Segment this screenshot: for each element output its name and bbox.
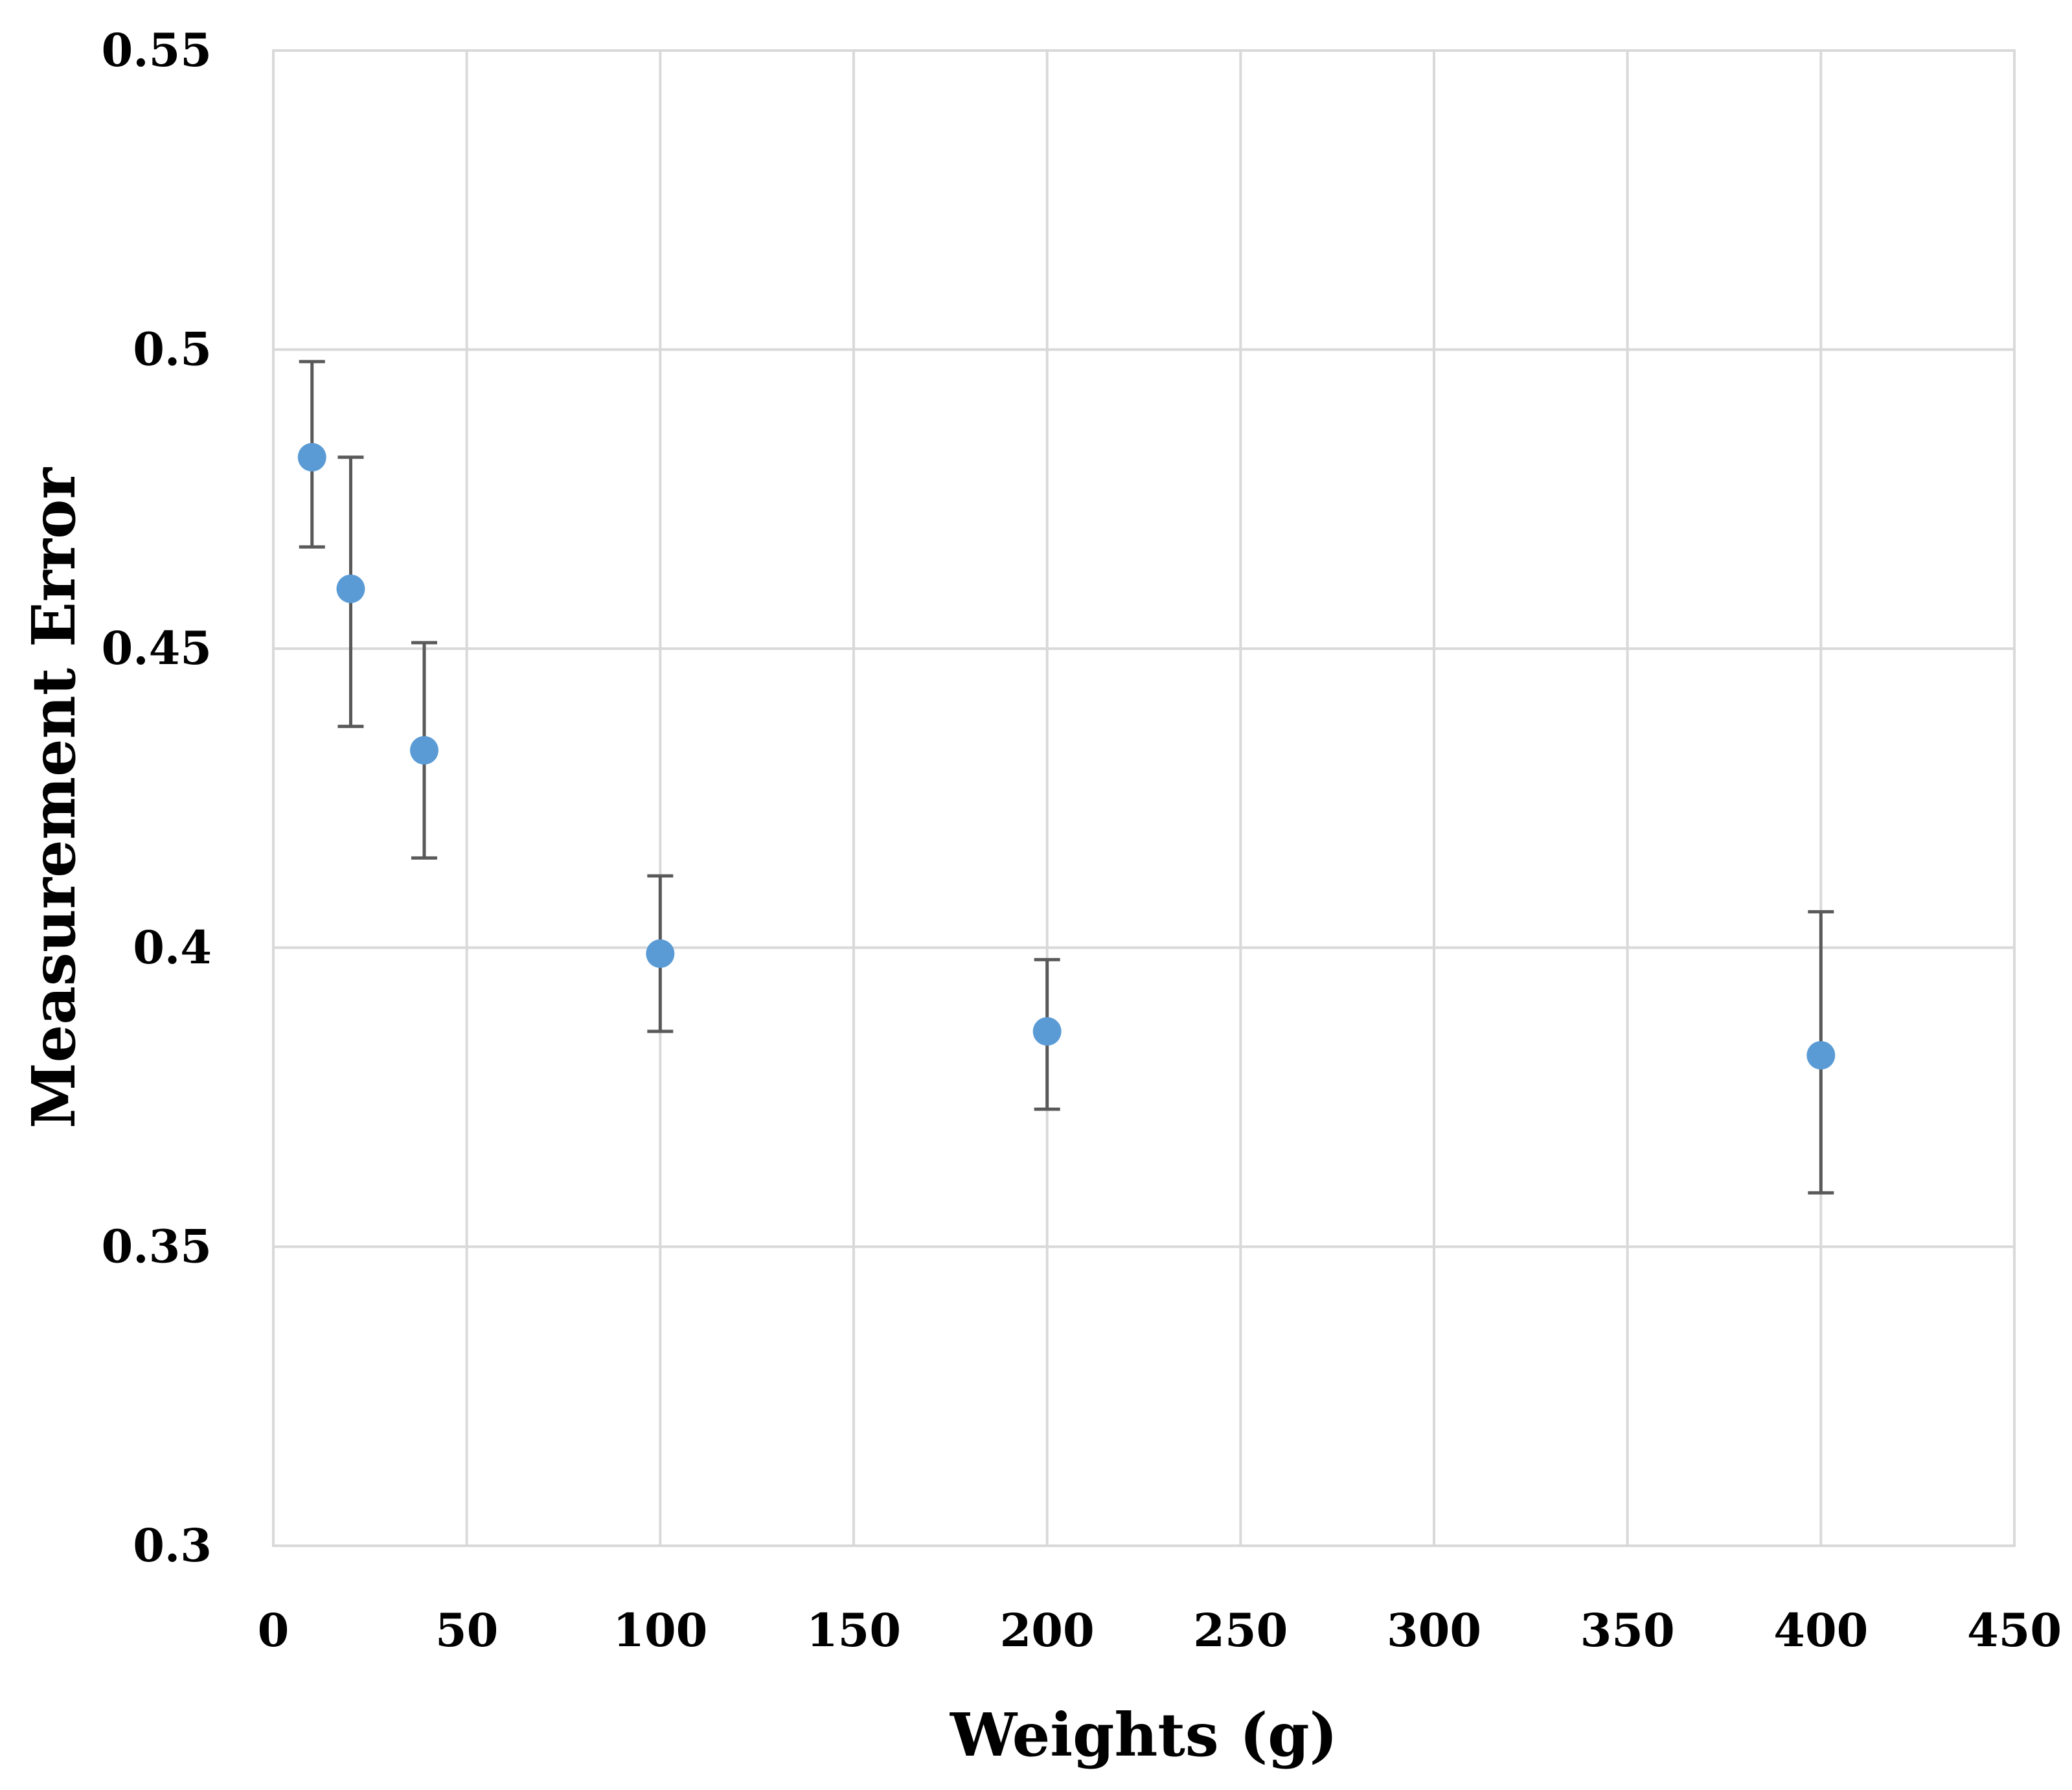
x-axis-title: Weights (g) xyxy=(950,1700,1338,1770)
y-axis-ticks: 0.3 0.35 0.4 0.45 0.5 0.55 xyxy=(102,23,212,1572)
y-tick-label: 0.45 xyxy=(102,621,212,675)
x-tick-label: 350 xyxy=(1580,1603,1675,1657)
y-tick-label: 0.3 xyxy=(133,1519,212,1572)
y-axis-title: Measurement Error xyxy=(19,467,89,1129)
x-tick-label: 50 xyxy=(435,1603,498,1657)
x-tick-label: 400 xyxy=(1773,1603,1868,1657)
data-point xyxy=(1032,1017,1062,1046)
x-tick-label: 200 xyxy=(1000,1603,1095,1657)
x-tick-label: 250 xyxy=(1193,1603,1288,1657)
data-point xyxy=(1806,1040,1836,1070)
y-tick-label: 0.55 xyxy=(102,23,212,77)
x-axis-ticks: 0 50 100 150 200 250 300 350 400 450 xyxy=(258,1603,2062,1657)
x-tick-label: 100 xyxy=(613,1603,707,1657)
data-point xyxy=(646,939,675,969)
data-point xyxy=(409,736,438,765)
data-point xyxy=(336,574,365,603)
y-tick-label: 0.35 xyxy=(102,1219,212,1273)
data-point xyxy=(297,442,326,472)
error-bars xyxy=(299,360,1834,1195)
x-tick-label: 450 xyxy=(1967,1603,2062,1657)
grid xyxy=(272,49,2016,1547)
x-tick-label: 300 xyxy=(1387,1603,1481,1657)
data-points xyxy=(297,442,1836,1070)
plot-area xyxy=(272,49,2016,1547)
x-tick-label: 150 xyxy=(806,1603,901,1657)
y-tick-label: 0.4 xyxy=(133,921,212,974)
y-tick-label: 0.5 xyxy=(133,323,212,376)
x-tick-label: 0 xyxy=(258,1603,290,1657)
